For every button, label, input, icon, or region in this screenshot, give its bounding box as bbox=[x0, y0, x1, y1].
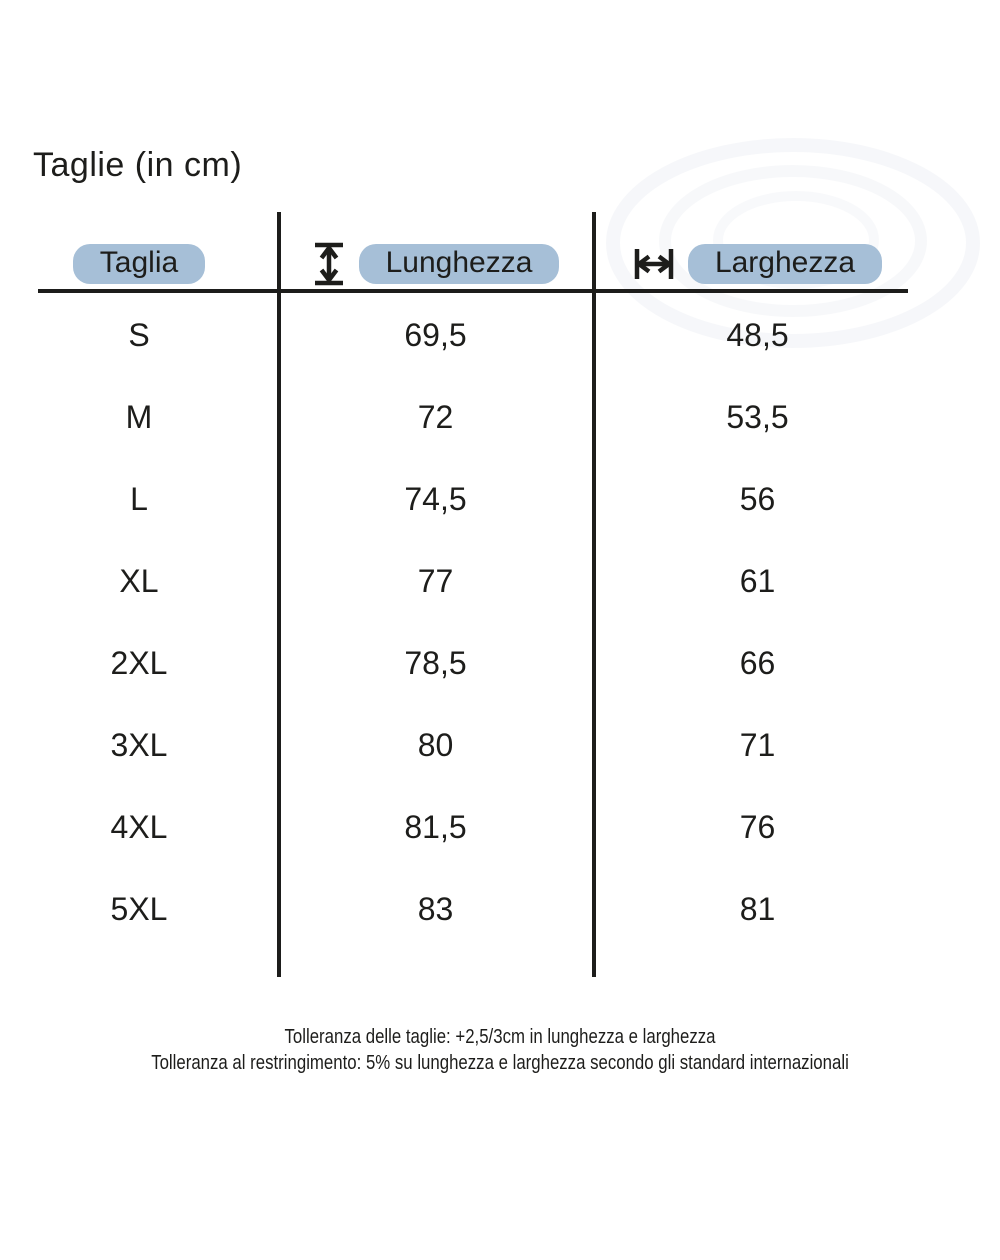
size-label: 3XL bbox=[110, 726, 168, 763]
table-row-2xl: 2XL 78,5 66 bbox=[0, 622, 922, 704]
table-row-4xl: 4XL 81,5 76 bbox=[0, 786, 922, 868]
header-cell-lunghezza: Lunghezza bbox=[278, 238, 593, 290]
size-label: 4XL bbox=[110, 808, 168, 845]
table-row-l: L 74,5 56 bbox=[0, 458, 922, 540]
table-row-3xl: 3XL 80 71 bbox=[0, 704, 922, 786]
width-value: 71 bbox=[739, 726, 776, 763]
size-label: L bbox=[130, 480, 148, 517]
tolerance-footnote: Tolleranza delle taglie: +2,5/3cm in lun… bbox=[0, 1024, 1000, 1076]
width-value: 53,5 bbox=[726, 398, 789, 435]
table-row-s: S 69,5 48,5 bbox=[0, 294, 922, 376]
width-value: 61 bbox=[739, 562, 776, 599]
table-row-m: M 72 53,5 bbox=[0, 376, 922, 458]
size-label: S bbox=[128, 316, 150, 353]
size-label: 5XL bbox=[110, 890, 168, 927]
column-divider-left bbox=[277, 212, 281, 977]
watermark-ghost bbox=[598, 138, 988, 353]
length-value: 69,5 bbox=[404, 316, 467, 353]
length-value: 77 bbox=[417, 562, 454, 599]
length-value: 74,5 bbox=[404, 480, 467, 517]
length-value: 80 bbox=[417, 726, 454, 763]
table-row-xl: XL 77 61 bbox=[0, 540, 922, 622]
column-divider-right bbox=[592, 212, 596, 977]
header-label-lunghezza: Lunghezza bbox=[358, 244, 560, 284]
page-title: Taglie (in cm) bbox=[33, 146, 243, 184]
tolerance-line-1: Tolleranza delle taglie: +2,5/3cm in lun… bbox=[284, 1026, 716, 1048]
header-label-taglia: Taglia bbox=[72, 244, 206, 284]
table-body: S 69,5 48,5 M 72 53,5 L 74,5 56 XL 77 61… bbox=[0, 294, 922, 950]
horizontal-measure-icon bbox=[633, 245, 675, 283]
header-cell-larghezza: Larghezza bbox=[593, 238, 922, 290]
vertical-measure-icon bbox=[312, 241, 346, 287]
size-label: XL bbox=[119, 562, 159, 599]
length-value: 81,5 bbox=[404, 808, 467, 845]
length-value: 83 bbox=[417, 890, 454, 927]
table-row-5xl: 5XL 83 81 bbox=[0, 868, 922, 950]
width-value: 48,5 bbox=[726, 316, 789, 353]
header-underline bbox=[38, 289, 908, 293]
width-value: 66 bbox=[739, 644, 776, 681]
tolerance-line-2: Tolleranza al restringimento: 5% su lung… bbox=[151, 1052, 849, 1074]
size-label: 2XL bbox=[110, 644, 168, 681]
length-value: 72 bbox=[417, 398, 454, 435]
width-value: 76 bbox=[739, 808, 776, 845]
header-label-larghezza: Larghezza bbox=[687, 244, 883, 284]
size-label: M bbox=[125, 398, 153, 435]
width-value: 56 bbox=[739, 480, 776, 517]
length-value: 78,5 bbox=[404, 644, 467, 681]
header-cell-taglia: Taglia bbox=[0, 238, 278, 290]
width-value: 81 bbox=[739, 890, 776, 927]
table-header-row: Taglia Lunghezza bbox=[0, 238, 922, 290]
